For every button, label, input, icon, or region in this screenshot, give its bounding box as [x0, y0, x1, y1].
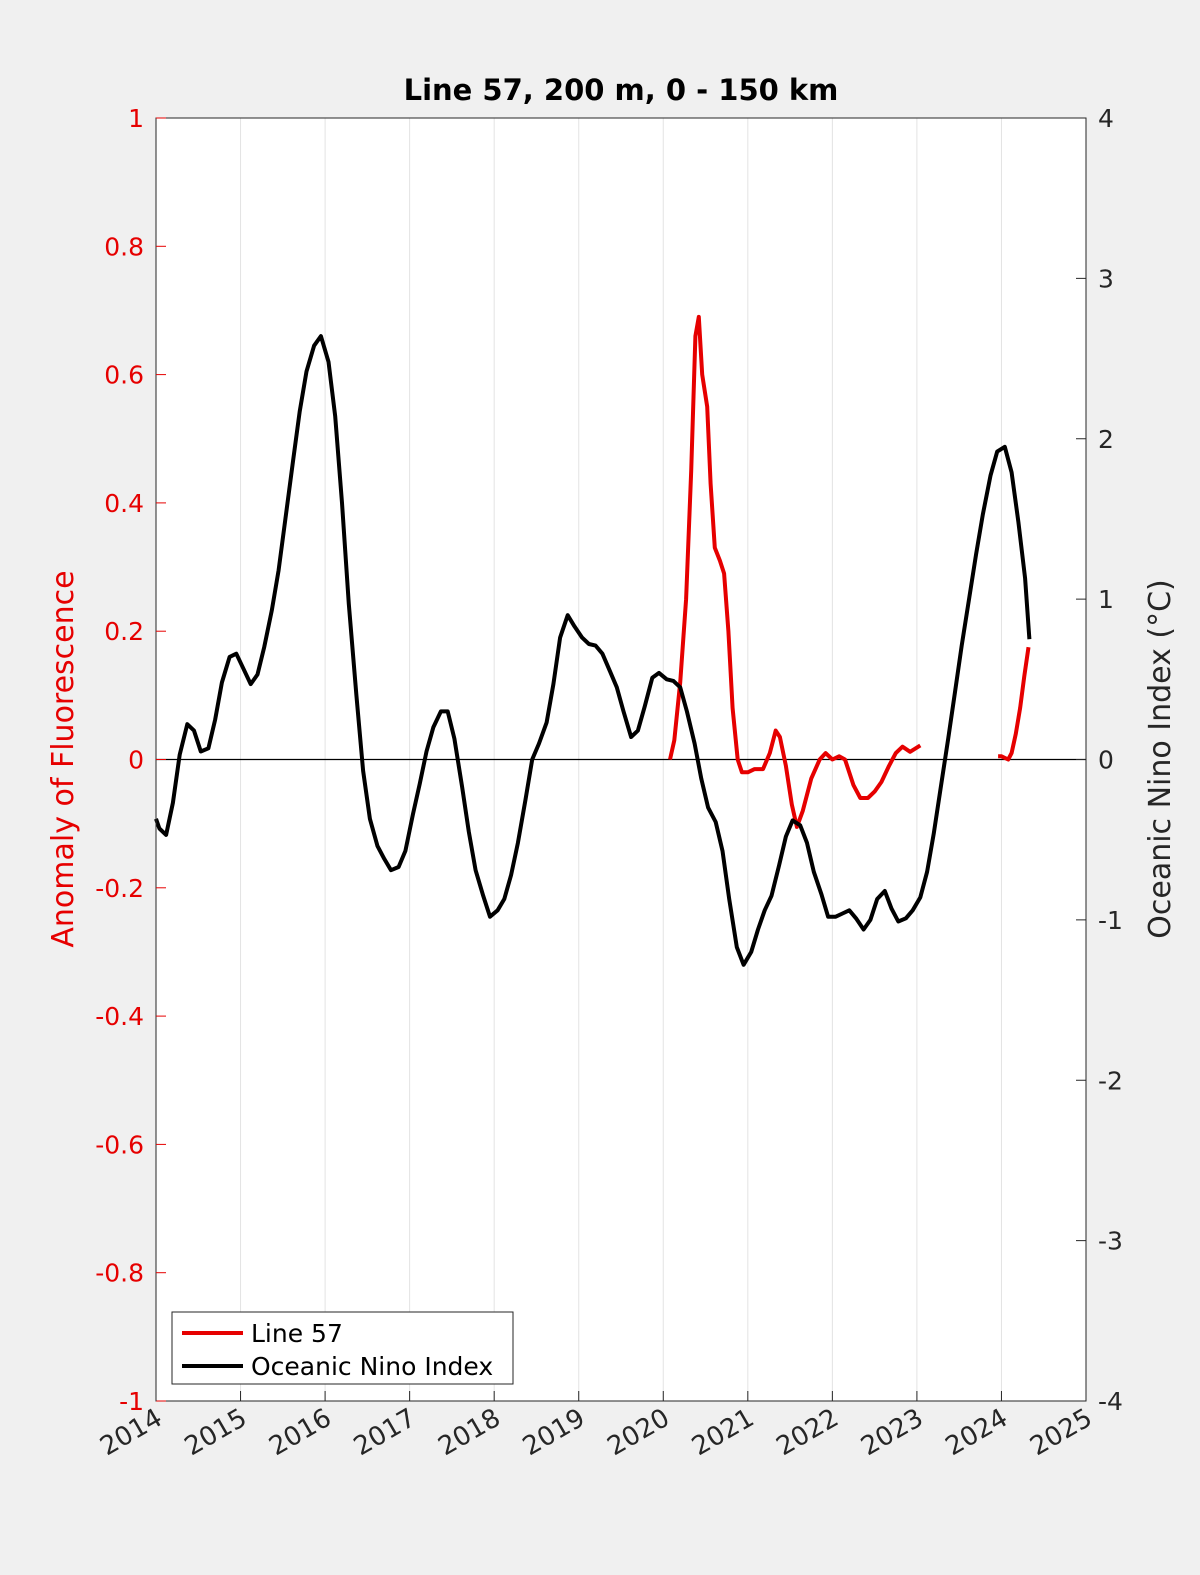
right-tick-label-2: 2	[1098, 425, 1114, 454]
x-tick-label-2016: 2016	[264, 1403, 336, 1462]
series-line-line-57-segment-1	[668, 314, 922, 829]
left-tick-label--0.8: -0.8	[95, 1259, 144, 1288]
right-tick-label--3: -3	[1098, 1227, 1123, 1256]
x-tick-label-2017: 2017	[349, 1403, 421, 1462]
right-y-axis: 4 3 2 1 0 -1 -2 -3 -4	[1076, 104, 1123, 1416]
left-tick-label--0.6: -0.6	[95, 1130, 144, 1159]
chart-title: Line 57, 200 m, 0 - 150 km	[404, 73, 839, 107]
right-tick-label--2: -2	[1098, 1066, 1123, 1095]
legend-label-line57: Line 57	[251, 1319, 343, 1348]
x-tick-label-2019: 2019	[518, 1403, 590, 1462]
right-tick-label-4: 4	[1098, 104, 1114, 133]
left-tick-label--0.2: -0.2	[95, 874, 144, 903]
x-tick-label-2015: 2015	[180, 1403, 252, 1462]
x-tick-label-2022: 2022	[772, 1403, 844, 1462]
left-tick-label-0.2: 0.2	[104, 617, 144, 646]
legend-box	[171, 1311, 514, 1385]
left-axis-label: Anomaly of Fluorescence	[46, 570, 81, 947]
series-layer	[154, 314, 1032, 967]
x-tick-label-2018: 2018	[433, 1403, 505, 1462]
x-tick-label-2021: 2021	[687, 1403, 759, 1462]
left-tick-label-1: 1	[128, 104, 144, 133]
x-tick-label-2023: 2023	[856, 1403, 928, 1462]
left-tick-label-0.8: 0.8	[104, 232, 144, 261]
x-tick-label-2025: 2025	[1025, 1403, 1097, 1462]
right-tick-label-1: 1	[1098, 585, 1114, 614]
series-line-line-57-segment-2	[998, 646, 1031, 762]
left-y-axis: 1 0.8 0.6 0.4 0.2 0 -0.2 -0.4 -0.6 -0.8 -1	[95, 104, 166, 1416]
legend-label-oni: Oceanic Nino Index	[251, 1352, 493, 1381]
left-tick-label-0: 0	[128, 746, 144, 775]
x-axis: 2014 2015 2016 2017 2018 2019 2020 2021 2022 2023…	[95, 1391, 1098, 1462]
x-tick-label-2024: 2024	[941, 1403, 1013, 1462]
right-tick-label--4: -4	[1098, 1387, 1123, 1416]
left-tick-label-0.6: 0.6	[104, 361, 144, 390]
left-tick-label--0.4: -0.4	[95, 1002, 144, 1031]
right-tick-label-0: 0	[1098, 746, 1114, 775]
right-tick-label--1: -1	[1098, 906, 1123, 935]
legend: Line 57 Oceanic Nino Index	[171, 1311, 514, 1385]
series-line-oceanic-nino-index-segment-1	[154, 334, 1032, 967]
left-tick-label--1: -1	[119, 1387, 144, 1416]
x-tick-label-2020: 2020	[602, 1403, 674, 1462]
right-axis-label: Oceanic Nino Index (°C)	[1143, 579, 1178, 939]
right-tick-label-3: 3	[1098, 264, 1114, 293]
left-tick-label-0.4: 0.4	[104, 489, 144, 518]
